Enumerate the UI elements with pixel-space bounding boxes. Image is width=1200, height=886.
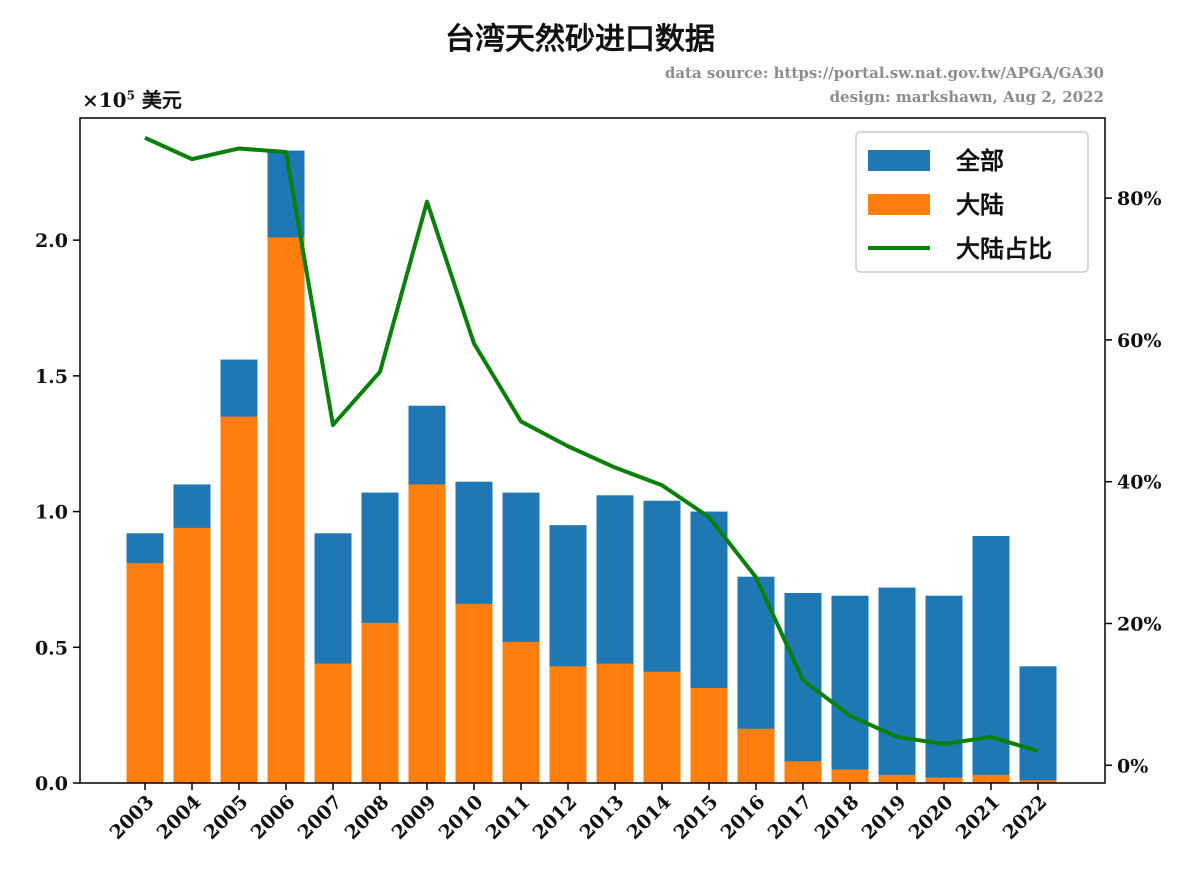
left-tick-label: 0.5 [35, 637, 68, 659]
x-tick-label: 2018 [811, 791, 864, 844]
bar-mainland-2020 [925, 777, 963, 783]
x-tick-label: 2022 [999, 791, 1052, 844]
x-tick-label: 2004 [153, 791, 206, 844]
bar-total-2022 [1019, 666, 1057, 783]
left-tick-label: 2.0 [35, 230, 68, 252]
x-tick-label: 2011 [482, 791, 535, 844]
x-tick-label: 2007 [294, 791, 347, 844]
x-tick-label: 2020 [905, 791, 958, 844]
bar-mainland-2012 [549, 666, 587, 783]
x-tick-label: 2005 [200, 791, 253, 844]
x-tick-label: 2010 [435, 791, 488, 844]
bar-mainland-2022 [1019, 780, 1057, 783]
bar-mainland-2008 [361, 622, 399, 783]
bar-mainland-2013 [596, 663, 634, 783]
bar-mainland-2017 [784, 761, 822, 783]
chart-title: 台湾天然砂进口数据 [445, 22, 715, 57]
x-tick-label: 2019 [858, 791, 911, 844]
bar-mainland-2007 [314, 663, 352, 783]
series-line-mainland-share [144, 136, 1039, 754]
legend-label: 全部 [955, 146, 1004, 175]
x-tick-label: 2003 [106, 791, 159, 844]
legend-label: 大陆 [956, 190, 1004, 219]
x-tick-label: 2014 [623, 791, 676, 844]
x-tick-label: 2015 [670, 791, 723, 844]
design-note: design: markshawn, Aug 2, 2022 [829, 88, 1104, 106]
bar-mainland-2010 [455, 603, 493, 783]
x-tick-label: 2009 [388, 791, 441, 844]
plot-frame [79, 117, 1106, 784]
right-tick-label: 80% [1117, 188, 1162, 210]
data-source-note: data source: https://portal.sw.nat.gov.t… [664, 64, 1104, 82]
x-tick-label: 2013 [576, 791, 629, 844]
left-tick-label: 1.5 [35, 366, 68, 388]
right-tick-label: 0% [1117, 755, 1148, 777]
bar-total-2020 [925, 595, 963, 783]
bar-mainland-2011 [502, 641, 540, 783]
bar-mainland-2005 [220, 416, 258, 783]
x-tick-label: 2008 [341, 791, 394, 844]
y-axis-unit-label: ×105 美元 [82, 88, 182, 112]
legend-swatch [868, 194, 930, 215]
bar-total-2019 [878, 587, 916, 783]
bar-total-2018 [831, 595, 869, 783]
x-tick-label: 2017 [764, 791, 817, 844]
bar-mainland-2003 [126, 563, 164, 783]
x-tick-label: 2006 [247, 791, 300, 844]
x-tick-label: 2016 [717, 791, 770, 844]
legend-label: 大陆占比 [956, 234, 1052, 263]
legend-swatch [868, 150, 930, 171]
bar-mainland-2019 [878, 774, 916, 783]
right-tick-label: 20% [1117, 613, 1162, 635]
left-tick-label: 0.0 [35, 773, 68, 795]
bar-mainland-2015 [690, 688, 728, 783]
bar-mainland-2006 [267, 237, 305, 783]
x-tick-label: 2021 [952, 791, 1005, 844]
bar-mainland-2018 [831, 769, 869, 783]
bar-mainland-2014 [643, 671, 681, 783]
right-tick-label: 60% [1117, 330, 1162, 352]
left-tick-label: 1.0 [35, 502, 68, 524]
bar-mainland-2021 [972, 774, 1010, 783]
bar-mainland-2016 [737, 728, 775, 783]
right-tick-label: 40% [1117, 472, 1162, 494]
bar-total-2021 [972, 536, 1010, 783]
bar-mainland-2004 [173, 527, 211, 783]
x-tick-label: 2012 [529, 791, 582, 844]
bar-mainland-2009 [408, 484, 446, 783]
